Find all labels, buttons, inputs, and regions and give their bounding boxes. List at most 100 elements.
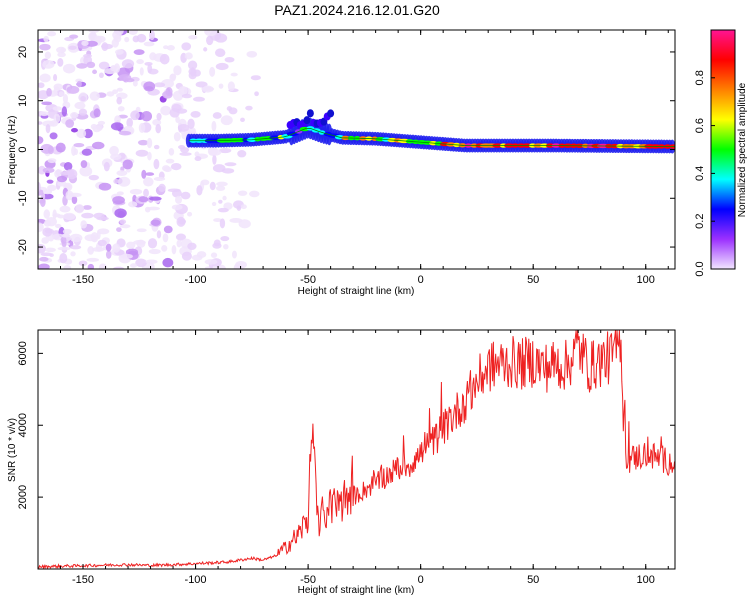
heatmap-noise-cell [43, 209, 50, 219]
heatmap-noise-cell [177, 218, 187, 225]
heatmap-noise-cell [206, 35, 214, 46]
heatmap-line-center [188, 127, 675, 147]
heatmap-noise-cell [166, 45, 175, 51]
heatmap-noise-cell [109, 145, 119, 156]
heatmap-noise-cell [84, 234, 98, 242]
heatmap-noise-cell [76, 63, 88, 69]
heatmap-noise-cell [156, 230, 162, 239]
heatmap-noise-cell [75, 204, 84, 214]
heatmap-noise-cell [79, 166, 93, 177]
page-title: PAZ1.2024.216.12.01.G20 [274, 2, 440, 18]
heatmap-noise-cell [193, 96, 205, 102]
heatmap-noise-cell [169, 73, 176, 82]
spectrogram-x-ticks: -150 -100 -50 0 50 100 [37, 30, 669, 286]
heatmap-noise-cell [61, 106, 68, 117]
heatmap-noise-cell [69, 233, 83, 243]
heatmap-noise-cell [110, 122, 124, 131]
heatmap-noise-cell [57, 52, 66, 58]
heatmap-noise-cell [196, 185, 203, 196]
heatmap-noise-cell [136, 33, 147, 43]
heatmap-noise-cell [91, 141, 105, 150]
heatmap-noise-cell [105, 243, 112, 252]
heatmap-noise-cell [92, 125, 102, 133]
heatmap-noise-cell [80, 160, 88, 168]
snr-x-ticks: -150 -100 -50 0 50 100 [37, 330, 669, 586]
spectrogram-x-tick-label: 50 [527, 274, 539, 286]
heatmap-noise-cell [69, 245, 82, 250]
heatmap-noise-cell [98, 61, 110, 70]
colorbar-tick-label: 0.8 [694, 70, 706, 85]
spectrogram-x-tick-label: 100 [637, 274, 655, 286]
heatmap-noise-cell [70, 112, 79, 119]
heatmap-noise-cell [132, 80, 138, 87]
heatmap-noise-cell [202, 85, 214, 93]
heatmap-noise-cell [57, 181, 67, 187]
heatmap-noise-cell [121, 59, 135, 69]
heatmap-noise-cell [156, 112, 162, 121]
heatmap-noise-cell [93, 212, 105, 219]
heatmap-noise-cell [233, 263, 244, 269]
heatmap-noise-cell [60, 171, 74, 176]
heatmap-noise-cell [220, 236, 230, 242]
heatmap-noise-cell [163, 166, 172, 173]
heatmap-noise-cell [187, 118, 195, 130]
heatmap-noise-cell [38, 181, 41, 192]
heatmap-noise-cell [59, 205, 71, 213]
heatmap-noise-cell [149, 196, 162, 201]
spectrogram-y-tick-label: -10 [17, 190, 29, 206]
heatmap-noise-cell [39, 73, 51, 83]
heatmap-noise-cell [114, 208, 127, 218]
spectrogram-y-tick-label: 20 [17, 46, 29, 58]
heatmap-noise-cell [220, 115, 233, 126]
heatmap-noise-cell [146, 137, 153, 149]
heatmap-noise-cell [135, 149, 149, 157]
heatmap-noise-cell [62, 93, 69, 104]
heatmap-noise-cell [129, 263, 138, 268]
heatmap-noise-cell [71, 195, 78, 205]
heatmap-noise-cell [81, 148, 93, 156]
heatmap-noise-cell [97, 120, 106, 125]
heatmap-bump-cell [306, 109, 314, 118]
heatmap-noise-cell [209, 66, 216, 77]
heatmap-noise-cell [145, 259, 158, 264]
snr-x-axis-label: Height of straight line (km) [298, 585, 415, 596]
heatmap-noise-cell [135, 258, 147, 268]
snr-x-tick-label: -50 [300, 574, 316, 586]
heatmap-noise-cell [178, 86, 188, 96]
heatmap-noise-cell [250, 75, 261, 81]
spectrogram-x-axis-label: Height of straight line (km) [298, 286, 415, 297]
heatmap-noise-cell [170, 162, 182, 171]
heatmap-noise-cell [214, 48, 226, 57]
colorbar-gradient [711, 30, 735, 269]
heatmap-noise-cell [110, 153, 122, 161]
heatmap-noise-cell [57, 246, 71, 251]
heatmap-noise-cell [46, 184, 57, 191]
heatmap-noise-cell [162, 233, 169, 243]
heatmap-noise-cell [159, 53, 170, 65]
heatmap-noise-cell [40, 252, 53, 257]
heatmap-noise-cell [229, 218, 243, 223]
heatmap-noise-cell [209, 148, 222, 156]
heatmap-noise-cell [154, 82, 166, 88]
heatmap-noise-cell [187, 242, 197, 251]
heatmap-noise-cell [237, 149, 247, 158]
heatmap-noise-cell [93, 108, 101, 118]
heatmap-noise-cell [38, 121, 43, 125]
heatmap-noise-cell [116, 96, 123, 105]
heatmap-noise-cell [38, 82, 45, 89]
heatmap-noise-cell [224, 56, 235, 63]
heatmap-noise-cell [117, 176, 131, 187]
heatmap-noise-cell [53, 83, 63, 91]
heatmap-noise-cell [89, 91, 100, 101]
heatmap-noise-cell [153, 158, 160, 170]
heatmap-noise-cell [113, 266, 125, 269]
heatmap-noise-cell [59, 253, 68, 264]
heatmap-noise-cell [143, 177, 154, 187]
heatmap-noise-cell [218, 199, 223, 204]
heatmap-noise-cell [143, 188, 149, 198]
heatmap-noise-cell [85, 40, 98, 47]
heatmap-noise-cell [236, 205, 242, 211]
heatmap-noise-cell [42, 227, 53, 237]
heatmap-noise-cell [190, 111, 201, 118]
